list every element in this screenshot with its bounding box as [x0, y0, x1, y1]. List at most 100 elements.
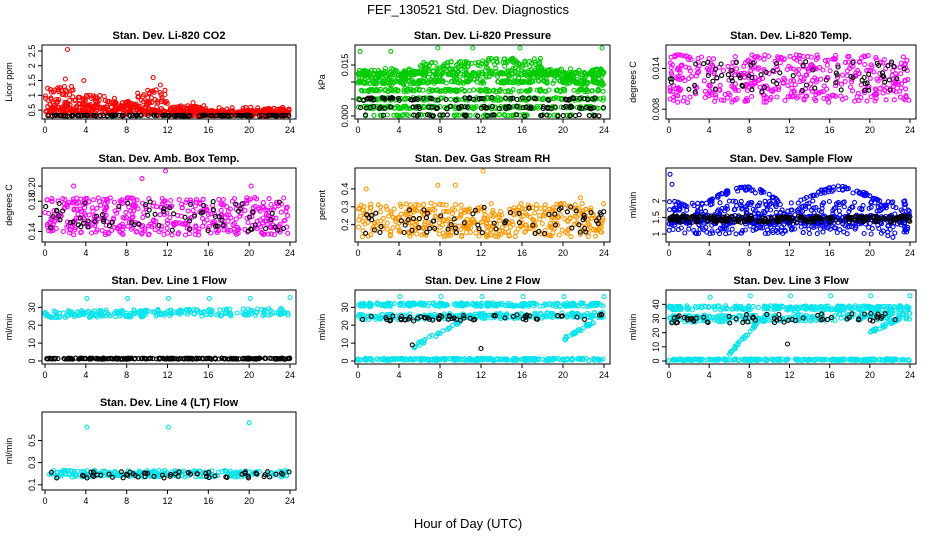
- data-point: [171, 211, 177, 217]
- data-point: [359, 234, 365, 240]
- x-tick-label: 24: [599, 248, 609, 258]
- data-point: [453, 201, 459, 208]
- data-point: [502, 113, 508, 119]
- data-point: [162, 168, 169, 174]
- data-point: [422, 112, 428, 118]
- data-point: [53, 97, 60, 103]
- data-point: [579, 201, 585, 207]
- x-tick-label: 4: [396, 125, 401, 135]
- data-point: [449, 211, 455, 217]
- y-tick-label: 1.5: [27, 74, 37, 87]
- data-point: [102, 106, 108, 112]
- data-point: [574, 104, 580, 110]
- x-tick-label: 12: [162, 248, 172, 258]
- x-tick-label: 16: [517, 248, 527, 258]
- data-point: [567, 66, 574, 72]
- data-point: [601, 201, 607, 207]
- x-tick-label: 20: [865, 248, 875, 258]
- data-point: [577, 195, 583, 201]
- data-point: [225, 218, 231, 224]
- data-point: [181, 112, 187, 118]
- data-point: [250, 113, 256, 119]
- x-tick-label: 24: [905, 248, 915, 258]
- data-point: [116, 112, 122, 118]
- data-points: [355, 45, 607, 119]
- data-point: [792, 82, 798, 88]
- data-point: [371, 112, 377, 118]
- data-points: [42, 168, 291, 238]
- data-point: [160, 112, 166, 118]
- data-point: [512, 233, 518, 240]
- data-point: [524, 112, 530, 118]
- data-point: [233, 216, 239, 222]
- x-tick-label: 8: [747, 248, 752, 258]
- data-point: [455, 61, 461, 67]
- data-point: [556, 232, 562, 238]
- data-point: [266, 112, 272, 118]
- data-point: [128, 104, 134, 110]
- data-point: [220, 196, 227, 203]
- data-point: [90, 197, 96, 203]
- data-point: [94, 205, 100, 211]
- data-point: [890, 68, 896, 74]
- data-point: [88, 230, 95, 236]
- data-point: [51, 87, 58, 93]
- y-axis-label: degrees C: [4, 184, 14, 226]
- data-point: [836, 208, 842, 214]
- data-point: [762, 230, 768, 237]
- data-point: [64, 46, 71, 53]
- data-point: [682, 230, 688, 236]
- data-point: [255, 105, 261, 111]
- data-point: [157, 89, 163, 96]
- x-tick-label: 4: [83, 248, 88, 258]
- y-tick-label: 0.000: [340, 105, 350, 128]
- data-point: [791, 78, 797, 84]
- data-point: [593, 233, 599, 239]
- data-point: [685, 99, 691, 105]
- data-point: [68, 83, 75, 89]
- data-point: [167, 107, 173, 113]
- data-point: [883, 97, 889, 103]
- data-point: [533, 206, 539, 212]
- data-point: [449, 66, 455, 72]
- data-point: [867, 75, 873, 81]
- plot-frame: [41, 289, 297, 365]
- data-point: [814, 231, 820, 237]
- data-point: [514, 59, 520, 65]
- data-point: [152, 112, 158, 118]
- data-point: [363, 186, 369, 192]
- y-axis-label: Licor ppm: [4, 62, 14, 102]
- data-point: [61, 113, 67, 119]
- data-point: [141, 209, 147, 216]
- data-point: [479, 230, 485, 236]
- data-point: [163, 98, 169, 105]
- data-point: [245, 219, 251, 226]
- data-point: [143, 105, 149, 111]
- data-point: [388, 48, 394, 54]
- data-point: [43, 95, 49, 101]
- x-tick-label: 16: [825, 125, 835, 135]
- data-point: [127, 113, 133, 119]
- y-tick-label: 0.3: [340, 201, 350, 214]
- data-point: [471, 87, 477, 93]
- y-tick-label: 0.2: [340, 218, 350, 231]
- data-point: [482, 112, 488, 118]
- data-point: [45, 113, 51, 119]
- data-point: [470, 45, 476, 51]
- data-point: [384, 76, 390, 82]
- data-point: [532, 210, 538, 216]
- data-point: [729, 226, 735, 232]
- y-tick-label: 1: [651, 232, 661, 237]
- data-point: [71, 183, 77, 189]
- data-point: [64, 107, 70, 113]
- data-point: [838, 87, 844, 93]
- data-point: [70, 112, 76, 119]
- x-tick-label: 4: [396, 248, 401, 258]
- data-point: [824, 62, 830, 68]
- data-point: [531, 56, 537, 62]
- data-point: [559, 227, 565, 233]
- data-point: [167, 112, 173, 119]
- data-point: [148, 108, 154, 114]
- data-point: [176, 197, 182, 203]
- data-point: [458, 59, 464, 65]
